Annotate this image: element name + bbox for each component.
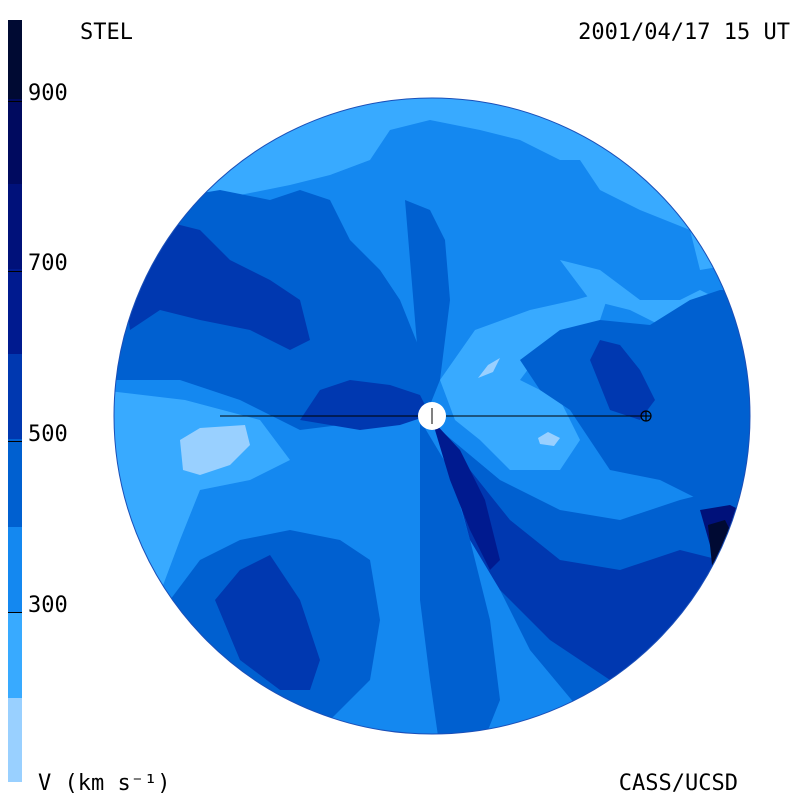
colorbar-tick-mark (8, 612, 22, 613)
region-dark-upper-left (120, 220, 310, 350)
region-blackish-right (708, 520, 735, 570)
region-mid-lower-center (420, 420, 500, 734)
colorbar-band-300-400 (8, 527, 22, 612)
region-mid-wedge (405, 200, 450, 405)
colorbar-band-600-700 (8, 269, 22, 354)
region-dark-lower-left (215, 555, 320, 690)
earth-icon (640, 410, 652, 422)
colorbar-tick-label: 900 (28, 81, 68, 106)
colorbar-tick-label: 500 (28, 422, 68, 447)
colorbar-tick-label: 300 (28, 593, 68, 618)
region-light-center (440, 290, 610, 470)
colorbar-tick-label: 700 (28, 251, 68, 276)
region-pale-center (478, 358, 500, 378)
timestamp-label: 2001/04/17 15 UT (578, 20, 790, 45)
colorbar-tick-mark (8, 441, 22, 442)
colorbar-band-900-1000 (8, 20, 22, 99)
colorbar-band-700-800 (8, 184, 22, 269)
colorbar-band-400-500 (8, 439, 22, 527)
colorbar-axis-label: V (km s⁻¹) (38, 771, 171, 796)
colorbar-band-100-200 (8, 698, 22, 782)
colorbar-tick-mark (8, 271, 22, 272)
region-dark-right-blob (590, 340, 655, 420)
colorbar (8, 20, 22, 782)
observatory-label: STEL (80, 20, 133, 45)
colorbar-band-200-300 (8, 612, 22, 698)
colorbar-band-800-900 (8, 99, 22, 184)
region-pale-right (538, 432, 560, 446)
region-pale-left (180, 425, 250, 475)
colorbar-tick-mark (8, 101, 22, 102)
region-dark-center-left (300, 380, 430, 430)
region-dark-ray (432, 420, 500, 570)
colorbar-band-500-600 (8, 354, 22, 439)
disk-outline (113, 97, 751, 735)
credit-label: CASS/UCSD (618, 771, 738, 796)
